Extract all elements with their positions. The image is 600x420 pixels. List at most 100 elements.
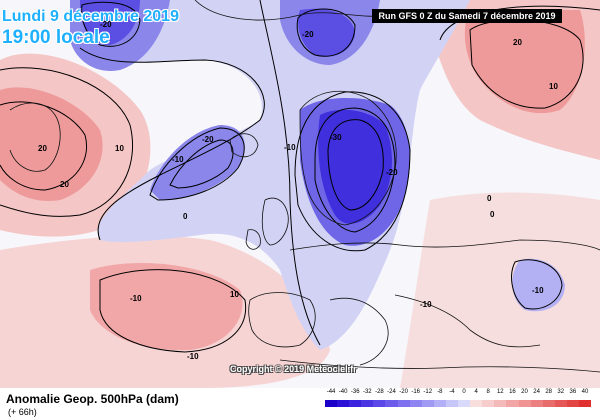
- coast-italy: [329, 297, 389, 366]
- contour-label: 10: [115, 144, 124, 153]
- contour-minus10-envelope: [259, 0, 321, 346]
- coast-scandinavia: [299, 90, 397, 226]
- contour-lines: [0, 0, 600, 353]
- color-scale-swatch: [506, 400, 519, 407]
- coast-greenland-tip: [9, 102, 61, 172]
- coast-british-isles: [261, 197, 289, 246]
- coast-europe-north: [289, 239, 600, 251]
- color-scale-swatch: [458, 400, 471, 407]
- map-title: Anomalie Geop. 500hPa (dam): [6, 392, 179, 406]
- color-scale-tick-label: -36: [350, 389, 360, 395]
- negative-anomaly-east-small: [512, 258, 565, 312]
- color-scale-tick-label: 4: [474, 389, 478, 395]
- color-scale-swatch: [385, 400, 398, 407]
- contour-label: 20: [513, 38, 522, 47]
- color-scale-tick-label: -12: [423, 389, 433, 395]
- color-scale-tick-label: 28: [545, 389, 553, 395]
- color-scale-tick-label: 8: [486, 389, 490, 395]
- contour-label: 0: [487, 194, 492, 203]
- color-scale-tick-label: 24: [533, 389, 540, 395]
- forecast-hour: 19:00 locale: [2, 27, 110, 48]
- color-scale-tick-label: 12: [496, 389, 504, 395]
- contour-0-main: [79, 47, 265, 241]
- color-scale-tick-label: -16: [411, 389, 421, 395]
- contour-label: 0: [490, 210, 495, 219]
- color-scale-tick-label: -4: [449, 389, 455, 395]
- color-scale-swatch: [421, 400, 434, 407]
- contour-label: -10: [172, 155, 184, 164]
- color-scale-swatch: [566, 400, 579, 407]
- color-scale-tick-label: -24: [387, 389, 396, 395]
- color-scale-swatch: [494, 400, 507, 407]
- contour-label: 20: [60, 180, 69, 189]
- color-scale-swatch: [361, 400, 374, 407]
- color-scale-swatch: [373, 400, 386, 407]
- color-scale-tick-label: -20: [399, 389, 408, 395]
- copyright-notice: Copyright © 2019 Meteociel.fr: [230, 364, 357, 374]
- color-scale-swatch: [530, 400, 543, 407]
- contour-label: -20: [202, 135, 214, 144]
- contour-minus30-scandinavia: [327, 119, 384, 211]
- positive-anomaly-south-core: [90, 262, 243, 351]
- negative-anomaly-arctic-core: [298, 8, 355, 57]
- color-scale-swatch: [482, 400, 495, 407]
- color-scale-tick-label: 32: [557, 389, 565, 395]
- legend-footer: Anomalie Geop. 500hPa (dam) (+ 66h) -44-…: [0, 388, 600, 420]
- color-scale-bar: [325, 400, 592, 407]
- contour-minus20-greenland: [81, 1, 141, 47]
- color-scale-tick-label: 0: [462, 389, 466, 395]
- run-info-banner: Run GFS 0 Z du Samedi 7 décembre 2019: [372, 9, 562, 23]
- contour-minus20-arctic: [296, 8, 356, 57]
- color-scale-tick-label: -28: [375, 389, 384, 395]
- map-canvas: [0, 0, 600, 388]
- color-scale-swatch: [349, 400, 362, 407]
- contour-label: -10: [130, 294, 142, 303]
- coast-balkans: [394, 294, 541, 348]
- contour-label: -10: [420, 300, 432, 309]
- forecast-date: Lundi 9 décembre 2019: [2, 8, 179, 25]
- color-scale-swatch: [554, 400, 567, 407]
- negative-anomaly-greenland-core: [80, 0, 140, 45]
- contour-label: -20: [100, 20, 112, 29]
- negative-anomaly-envelope: [70, 0, 470, 350]
- color-scale-labels: -44 -40 -36 -32 -28 -24 -20 -16 -12 -8 -4 0 4 8 12 16 20…: [325, 389, 591, 398]
- color-scale-swatch: [337, 400, 350, 407]
- color-scale-swatch: [433, 400, 446, 407]
- contour-label: -10: [284, 143, 296, 152]
- contour-label: 10: [549, 82, 558, 91]
- color-scale-swatch: [397, 400, 410, 407]
- color-scale-tick-label: -40: [338, 389, 348, 395]
- color-scale-tick-label: 36: [569, 389, 577, 395]
- color-scale: -44 -40 -36 -32 -28 -24 -20 -16 -12 -8 -4 0 4 8 12 16 20…: [325, 389, 592, 417]
- contour-minus10-iceland: [149, 127, 245, 201]
- contour-label: -20: [302, 30, 314, 39]
- color-scale-tick-label: -44: [326, 389, 336, 395]
- contour-minus10-scandinavia: [294, 91, 411, 252]
- forecast-lead-time: (+ 66h): [8, 407, 37, 417]
- color-scale-tick-label: 40: [581, 389, 589, 395]
- contour-label: -10: [187, 352, 199, 361]
- coast-north-africa: [279, 359, 600, 373]
- contour-10-atlantic: [0, 67, 134, 217]
- contour-label: 10: [230, 290, 239, 299]
- positive-anomaly-east: [400, 192, 600, 388]
- color-scale-tick-label: 16: [509, 389, 516, 395]
- contour-minus20-iceland: [169, 139, 234, 189]
- color-scale-tick-label: -32: [362, 389, 372, 395]
- coast-iceland: [229, 133, 259, 158]
- coast-ireland: [245, 229, 261, 250]
- coast-iberia: [248, 292, 316, 348]
- contour-minus10-east: [511, 259, 563, 310]
- color-scale-swatch: [518, 400, 531, 407]
- negative-anomaly-iceland: [150, 125, 245, 200]
- color-scale-tick-label: -8: [437, 389, 443, 395]
- color-scale-swatch: [470, 400, 483, 407]
- color-scale-swatch: [409, 400, 422, 407]
- contour-label: 20: [38, 144, 47, 153]
- contour-label: -30: [330, 133, 342, 142]
- color-scale-swatch: [542, 400, 555, 407]
- contour-10-south: [99, 269, 247, 353]
- contour-label: -20: [386, 168, 398, 177]
- positive-anomaly-russia-core: [464, 10, 585, 114]
